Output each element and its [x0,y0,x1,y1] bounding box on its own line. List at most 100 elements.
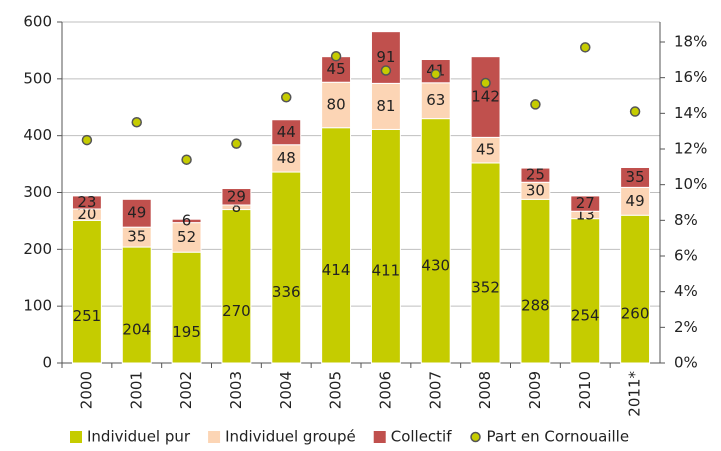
data-label: 288 [521,297,550,315]
y2-tick-label: 18% [674,33,707,51]
bar-segment [221,209,252,364]
data-label: 27 [576,194,595,212]
point [181,154,192,165]
x-tick-label: 2000 [77,371,95,409]
data-label: 91 [376,48,395,66]
legend-label: Collectif [391,428,453,446]
y2-tick-label: 14% [674,104,707,122]
data-label: 52 [177,228,196,246]
data-label: 25 [526,166,545,184]
data-label: 254 [571,306,600,324]
point [281,92,292,103]
point [231,138,242,149]
bar-segment [171,222,202,253]
y-tick-label: 0 [42,354,52,372]
data-label: 81 [376,97,395,115]
legend-label: Part en Cornouaille [487,428,630,446]
point [330,51,342,62]
bar-segment [570,195,601,212]
point [131,117,142,128]
point [480,77,491,89]
data-label: 49 [127,204,146,222]
data-label: 35 [127,228,146,246]
bar-segment [221,188,252,206]
bar-segment [470,162,501,364]
bar-segment [71,195,102,210]
data-label: 49 [626,192,645,210]
data-label: 352 [471,278,500,296]
y2-tick-label: 16% [674,68,707,86]
x-tick-label: 2001 [127,371,145,409]
point [430,68,441,80]
bar-segment [570,218,601,364]
x-tick-label: 2002 [177,371,195,409]
y-tick-label: 200 [23,240,52,258]
data-label: 45 [476,141,495,159]
bar-segment [620,166,651,188]
bar-segment [271,171,302,364]
y-tick-label: 100 [23,297,52,315]
data-label: 414 [322,261,351,279]
bar-segment [520,198,551,364]
data-label: 35 [626,168,645,186]
bar-segment [520,167,551,183]
point [629,106,641,117]
x-tick-label: 2007 [426,371,444,409]
x-tick-label: 2009 [526,371,544,409]
y2-tick-label: 6% [674,247,698,265]
x-tick-label: 2006 [376,371,394,409]
point [580,42,591,53]
data-label: 204 [122,321,151,339]
data-label: 80 [327,95,346,113]
bar-segment [171,218,202,224]
bar-segment [71,219,102,364]
legend-label: Individuel groupé [225,428,356,446]
data-label: 270 [222,302,251,320]
data-label: 195 [172,323,201,341]
bar-segment [121,198,152,228]
data-label: 20 [77,205,96,223]
y-tick-label: 600 [23,13,52,31]
data-label: 8 [232,198,242,216]
data-label: 23 [77,193,96,211]
bar-segment [171,251,202,364]
y-tick-label: 300 [23,183,52,201]
point [380,65,392,76]
point [81,134,93,146]
data-label: 411 [372,262,401,280]
y-tick-label: 400 [23,126,52,144]
bar-segment [321,127,352,364]
x-tick-label: 2008 [476,371,494,409]
data-label: 260 [621,305,650,323]
bar-segment [321,81,352,129]
y-tick-label: 500 [23,69,52,87]
data-label: 30 [526,181,545,199]
data-label: 48 [277,149,296,167]
y2-tick-label: 12% [674,140,707,158]
data-label: 6 [182,211,192,229]
data-label: 45 [327,60,346,78]
legend-marker [373,431,386,443]
data-label: 142 [471,88,500,106]
data-label: 336 [272,283,301,301]
x-tick-label: 2011* [626,371,644,417]
data-label: 63 [426,91,445,109]
x-tick-label: 2003 [227,371,245,409]
bar-segment [470,136,501,164]
y2-tick-label: 8% [674,211,698,229]
data-label: 44 [277,123,296,141]
bar-segment [420,82,451,120]
bar-segment [271,119,302,146]
data-label: 29 [227,187,246,205]
bar-segment [370,128,401,364]
y2-tick-label: 2% [674,318,698,336]
x-tick-label: 2005 [327,371,345,409]
data-label: 430 [421,256,450,274]
point [530,99,541,110]
bar-segment [121,246,152,364]
y2-tick-label: 10% [674,175,707,193]
bar-segment [620,214,651,364]
bar-segment [420,118,451,364]
y2-tick-label: 4% [674,282,698,300]
